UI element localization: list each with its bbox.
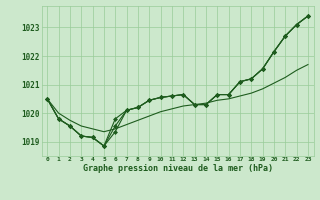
X-axis label: Graphe pression niveau de la mer (hPa): Graphe pression niveau de la mer (hPa) bbox=[83, 164, 273, 173]
